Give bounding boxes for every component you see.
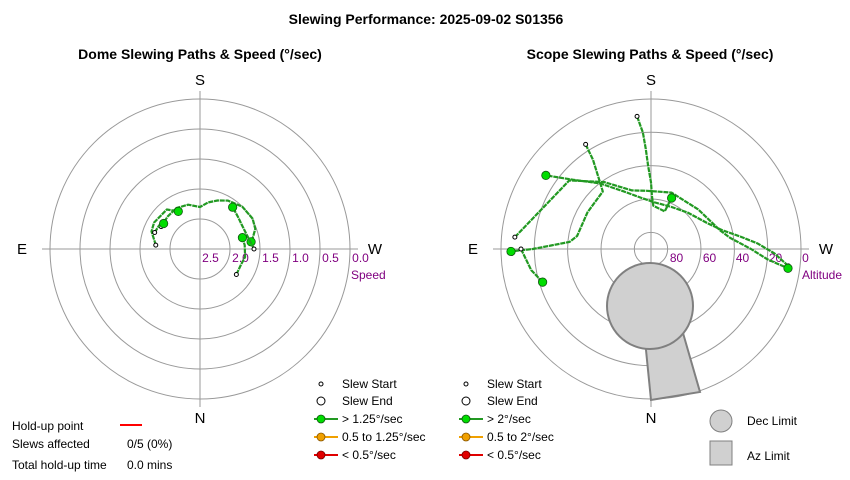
scope-legend-label: Slew End <box>487 394 538 408</box>
slew-start-marker <box>152 230 158 236</box>
slews-affected-label: Slews affected <box>12 437 90 451</box>
slew-path <box>150 208 179 246</box>
dome-legend-label: Slew End <box>342 394 393 408</box>
scope-legend-label: < 0.5°/sec <box>487 448 541 462</box>
slew-start-marker <box>251 246 257 252</box>
radial-tick-label: 60 <box>703 251 717 265</box>
compass-label-S: S <box>195 72 205 89</box>
az-limit-swatch <box>709 440 733 466</box>
radial-tick-label: 1.0 <box>292 251 309 265</box>
scope-legend-label: > 2°/sec <box>487 412 531 426</box>
compass-label-S: S <box>646 72 656 89</box>
radial-tick-label: 0.0 <box>352 251 369 265</box>
slew-start-marker <box>463 381 469 387</box>
slew-start-marker <box>153 242 159 248</box>
slew-start-marker <box>518 246 524 252</box>
slew-end-marker <box>173 206 183 216</box>
slew-start-marker <box>583 141 589 147</box>
radial-tick-label: 1.5 <box>262 251 279 265</box>
scope-legend-medium: 0.5 to 2°/sec <box>459 430 554 444</box>
slew-end-marker <box>541 170 551 180</box>
radial-tick-label: 0.5 <box>322 251 339 265</box>
slew-end-marker <box>667 193 677 203</box>
radial-tick-label: 40 <box>736 251 750 265</box>
dome-legend-medium: 0.5 to 1.25°/sec <box>314 430 426 444</box>
dome-legend-slew-start: Slew Start <box>318 377 397 391</box>
dome-chart-title: Dome Slewing Paths & Speed (°/sec) <box>78 46 322 62</box>
slews-affected-value: 0/5 (0%) <box>127 437 172 451</box>
scope-legend-label: 0.5 to 2°/sec <box>487 430 554 444</box>
dec-limit-label: Dec Limit <box>747 414 798 428</box>
legend-dot <box>461 450 471 460</box>
holdup-time-value: 0.0 mins <box>127 458 172 472</box>
slew-path <box>510 143 604 253</box>
legend-dot <box>316 432 326 442</box>
slew-start-marker <box>318 381 324 387</box>
radial-axis-label: Speed <box>351 268 386 282</box>
slew-start-marker <box>512 234 518 240</box>
scope-legend-label: Slew Start <box>487 377 542 391</box>
scope-legend-slew-start: Slew Start <box>463 377 542 391</box>
dec-limit-region <box>606 262 694 350</box>
limit-legend: Dec Limit Az Limit <box>709 409 798 466</box>
slew-path <box>520 248 544 283</box>
dome-legend-label: < 0.5°/sec <box>342 448 396 462</box>
radial-tick-label: 80 <box>670 251 684 265</box>
dome-legend-label: 0.5 to 1.25°/sec <box>342 430 426 444</box>
legend-dot <box>316 414 326 424</box>
holdup-panel: Hold-up point Slews affected 0/5 (0%) To… <box>12 419 172 472</box>
compass-label-E: E <box>17 241 27 258</box>
scope-legend: Slew Start Slew End > 2°/sec 0.5 to 2°/s… <box>459 377 554 462</box>
slew-path <box>636 116 673 213</box>
scope-legend-fast: > 2°/sec <box>459 412 531 426</box>
scope-chart-title: Scope Slewing Paths & Speed (°/sec) <box>527 46 774 62</box>
holdup-time-label: Total hold-up time <box>12 458 107 472</box>
slew-end-marker <box>159 218 169 229</box>
holdup-point-label: Hold-up point <box>12 419 84 433</box>
slew-path <box>545 174 790 267</box>
dome-legend-slow: < 0.5°/sec <box>314 448 396 462</box>
slew-start-marker <box>634 113 640 119</box>
compass-label-N: N <box>195 410 206 427</box>
compass-label-E: E <box>468 241 478 258</box>
slew-end-marker <box>237 233 248 243</box>
slew-end-marker <box>228 202 238 212</box>
legend-dot <box>461 432 471 442</box>
slew-end-marker <box>461 396 471 406</box>
slew-end-marker <box>783 263 793 273</box>
scope-legend-slew-end: Slew End <box>461 394 538 408</box>
slew-end-marker <box>316 396 326 406</box>
az-limit-label: Az Limit <box>747 449 790 463</box>
compass-label-W: W <box>368 241 383 258</box>
slew-path <box>235 237 247 275</box>
dome-legend-label: > 1.25°/sec <box>342 412 403 426</box>
legend-dot <box>316 450 326 460</box>
radial-tick-label: 0 <box>802 251 809 265</box>
slew-end-marker <box>538 277 548 287</box>
compass-label-W: W <box>819 241 834 258</box>
compass-label-N: N <box>646 410 657 427</box>
dome-legend-fast: > 1.25°/sec <box>314 412 403 426</box>
radial-axis-label: Altitude <box>802 268 842 282</box>
dome-legend-label: Slew Start <box>342 377 397 391</box>
radial-tick-label: 2.5 <box>202 251 219 265</box>
scope-legend-slow: < 0.5°/sec <box>459 448 541 462</box>
slew-path <box>514 179 789 270</box>
dome-legend-slew-end: Slew End <box>316 394 393 408</box>
slew-start-marker <box>233 271 239 277</box>
legend-dot <box>461 414 471 424</box>
dome-legend: Slew Start Slew End > 1.25°/sec 0.5 to 1… <box>314 377 426 462</box>
dec-limit-swatch <box>709 409 733 433</box>
report-title: Slewing Performance: 2025-09-02 S01356 <box>289 11 564 27</box>
slew-path <box>231 206 255 250</box>
slew-end-marker <box>506 246 516 257</box>
